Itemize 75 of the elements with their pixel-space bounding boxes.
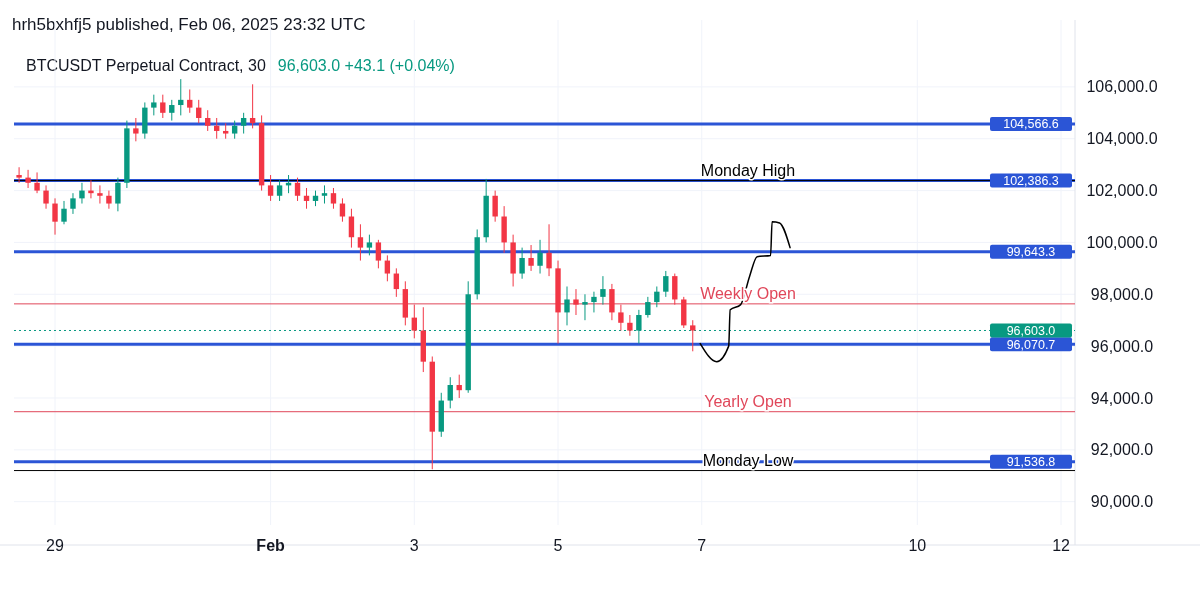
candlestick <box>654 286 660 308</box>
x-tick-label: 3 <box>409 537 419 554</box>
x-tick-label: 7 <box>697 537 707 554</box>
candlestick <box>115 177 121 212</box>
candlestick <box>276 179 283 202</box>
candlestick <box>34 171 40 194</box>
candlestick <box>106 190 112 210</box>
candlestick <box>411 304 417 339</box>
candlestick <box>591 291 597 313</box>
candlestick <box>330 187 337 210</box>
candlestick <box>618 304 624 332</box>
candlestick <box>528 244 534 272</box>
candlestick <box>169 99 175 122</box>
candlestick <box>663 270 669 298</box>
x-tick-label: 10 <box>908 537 927 554</box>
candlestick <box>564 286 570 326</box>
candlestick <box>582 293 588 321</box>
candlestick <box>519 247 525 280</box>
y-tick-label: 102,000.0 <box>1086 182 1158 200</box>
ref-line-label: 99,643.3 <box>1006 245 1056 260</box>
candlestick <box>97 184 103 205</box>
y-tick-label: 104,000.0 <box>1086 130 1158 148</box>
candlestick <box>573 288 579 316</box>
ref-line-label: 96,603.0 <box>1006 323 1056 338</box>
text: BTCUSDT Perpetual Contract, 30 <box>26 57 266 74</box>
candlestick <box>357 223 364 262</box>
ref-line-label: 96,070.7 <box>1006 337 1056 352</box>
ref-line-label: Monday High <box>700 161 796 179</box>
candlestick <box>187 88 193 114</box>
candlestick <box>609 283 615 321</box>
y-tick-label: 106,000.0 <box>1086 78 1158 96</box>
candlestick <box>205 109 211 132</box>
candlestick <box>267 174 274 202</box>
candlestick <box>321 184 328 205</box>
candlestick <box>151 94 157 116</box>
y-tick-label: 94,000.0 <box>1090 389 1154 407</box>
candlestick <box>375 239 382 269</box>
candlestick <box>492 190 498 223</box>
y-tick-label: 96,000.0 <box>1090 337 1154 355</box>
text: 96,603.0 +43.1 (+0.04%) <box>277 57 455 74</box>
candlestick <box>133 117 139 142</box>
candlestick <box>627 314 633 337</box>
candlestick <box>339 197 346 223</box>
ref-line-label: Yearly Open <box>704 392 792 410</box>
y-tick-label: 98,000.0 <box>1090 285 1154 303</box>
candlestick <box>16 166 22 184</box>
ref-line-label: 104,566.6 <box>1003 117 1059 132</box>
ref-line-label: 102,386.3 <box>1003 173 1059 188</box>
candlestick <box>546 223 552 277</box>
y-tick-label: 100,000.0 <box>1086 234 1158 252</box>
x-tick-label: 5 <box>553 537 563 554</box>
ref-line-label: 91,536.8 <box>1006 455 1056 470</box>
x-tick-label: 12 <box>1052 537 1071 554</box>
candlestick <box>43 184 49 210</box>
x-tick-label: Feb <box>256 537 286 554</box>
candlestick <box>52 197 58 236</box>
y-tick-label: 92,000.0 <box>1090 441 1154 459</box>
y-tick-label: 90,000.0 <box>1090 493 1154 511</box>
candlestick <box>366 234 373 256</box>
x-tick-label: 29 <box>46 537 65 554</box>
candlestick <box>384 254 391 282</box>
candlestick <box>447 376 453 409</box>
candlestick <box>160 94 166 119</box>
candlestick <box>231 120 238 140</box>
candlestick <box>537 239 543 275</box>
candlestick <box>240 112 247 135</box>
candlestick <box>61 200 67 225</box>
annotation: hrh5bxhfj5 published, Feb 06, 2025 23:32 UTC <box>12 15 366 34</box>
candlestick <box>79 182 85 205</box>
candlestick <box>645 296 651 319</box>
candlestick <box>294 177 301 202</box>
candlestick <box>600 275 606 306</box>
candlestick <box>25 169 31 189</box>
candlestick <box>672 273 678 306</box>
candlestick <box>70 192 76 215</box>
